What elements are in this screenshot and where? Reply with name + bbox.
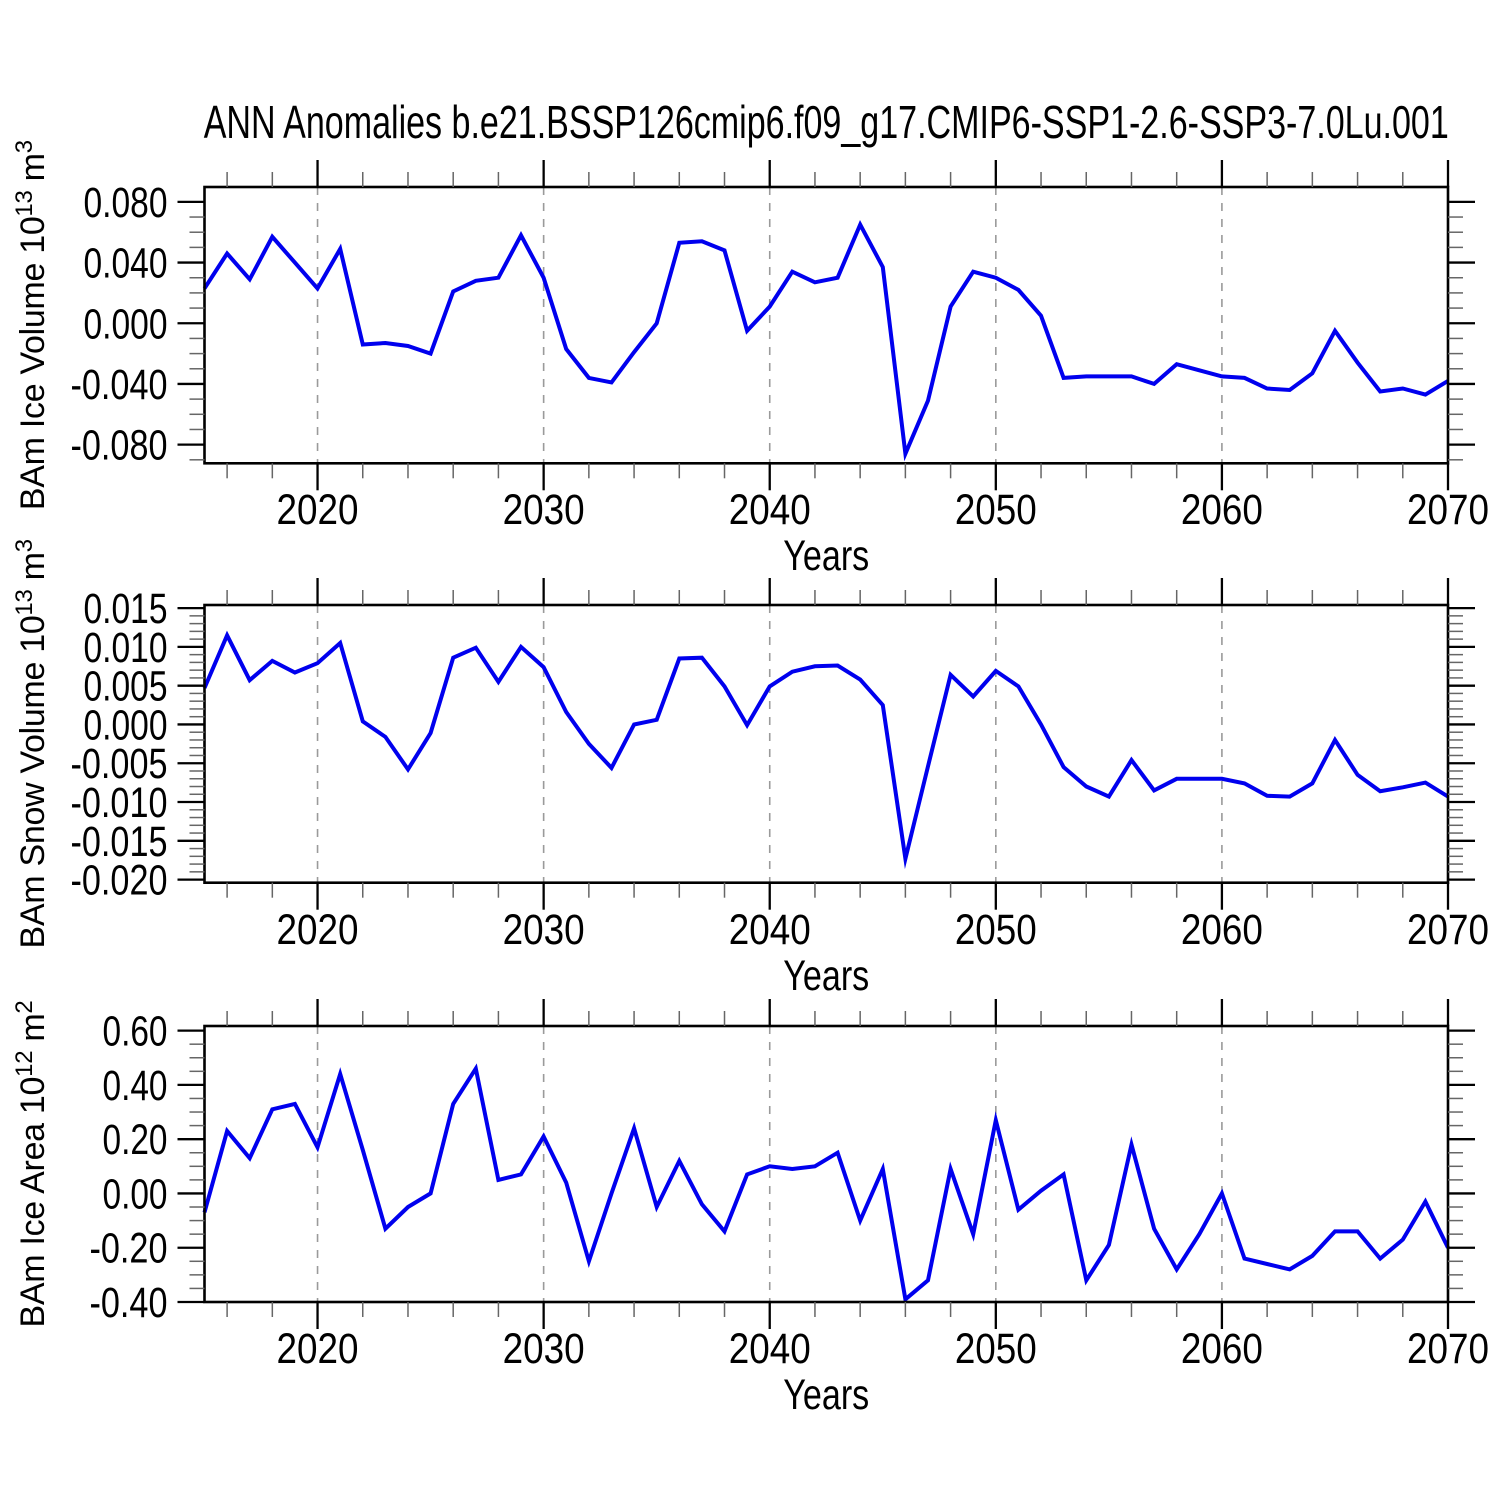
x-tick-label: 2050 <box>955 486 1037 534</box>
y-tick-label: 0.080 <box>84 179 168 227</box>
y-tick-label: -0.010 <box>71 779 168 827</box>
data-series-line <box>202 219 1450 462</box>
y-tick-label: 0.040 <box>84 240 168 288</box>
figure-title: ANN Anomalies b.e21.BSSP126cmip6.f09_g17… <box>203 96 1449 148</box>
data-series-line <box>202 630 1450 870</box>
chart-panel-1: 2020 2030 2040 2050 2060 2070 0.080 0.040 0.000 -… <box>11 140 1489 580</box>
y-tick-label: -0.015 <box>71 818 168 866</box>
x-tick-label: 2050 <box>955 906 1037 954</box>
y-tick-label: -0.080 <box>71 422 168 470</box>
x-tick-label: 2020 <box>277 1325 359 1373</box>
y-axis-title: BAm Ice Area 1012 m2 <box>11 1001 52 1328</box>
x-tick-label: 2020 <box>277 486 359 534</box>
x-tick-label: 2050 <box>955 1325 1037 1373</box>
y-tick-label: 0.015 <box>84 585 168 633</box>
y-tick-label: -0.020 <box>71 857 168 905</box>
axis-frame <box>203 1024 1450 1304</box>
axis-frame <box>203 603 1450 885</box>
y-tick-label: 0.005 <box>84 663 168 711</box>
x-axis-title: Years <box>783 532 869 580</box>
chart-panel-3: 2020 2030 2040 2050 2060 2070 0.60 0.40 0.20 0.00… <box>11 999 1489 1419</box>
x-tick-label: 2040 <box>729 906 811 954</box>
y-tick-label: 0.000 <box>84 701 168 749</box>
x-tick-label: 2060 <box>1181 1325 1263 1373</box>
x-tick-label: 2030 <box>503 1325 585 1373</box>
x-axis-title: Years <box>783 952 869 1000</box>
y-tick-label: -0.20 <box>90 1225 168 1273</box>
y-tick-label: 0.010 <box>84 624 168 672</box>
x-tick-label: 2070 <box>1407 1325 1489 1373</box>
x-axis-title: Years <box>783 1371 869 1419</box>
y-tick-label: -0.040 <box>71 361 168 409</box>
x-tick-label: 2070 <box>1407 906 1489 954</box>
y-axis-title: BAm Ice Volume 1013 m3 <box>11 140 52 510</box>
axis-frame <box>203 185 1450 465</box>
x-tick-label: 2060 <box>1181 486 1263 534</box>
x-tick-label: 2070 <box>1407 486 1489 534</box>
x-tick-label: 2040 <box>729 1325 811 1373</box>
data-series-line <box>202 1063 1450 1304</box>
y-tick-label: -0.40 <box>90 1279 168 1327</box>
x-tick-label: 2030 <box>503 906 585 954</box>
x-tick-label: 2060 <box>1181 906 1263 954</box>
y-tick-label: -0.005 <box>71 740 168 788</box>
y-tick-label: 0.20 <box>103 1116 168 1164</box>
x-tick-label: 2020 <box>277 906 359 954</box>
y-axis-title: BAm Snow Volume 1013 m3 <box>11 539 52 948</box>
y-tick-label: 0.00 <box>103 1170 168 1218</box>
x-tick-label: 2040 <box>729 486 811 534</box>
x-tick-label: 2030 <box>503 486 585 534</box>
y-tick-label: 0.60 <box>103 1008 168 1056</box>
y-tick-label: 0.000 <box>84 300 168 348</box>
y-tick-label: 0.40 <box>103 1062 168 1110</box>
chart-panel-2: 2020 2030 2040 2050 2060 2070 0.0150.0100.0050… <box>11 539 1489 1000</box>
